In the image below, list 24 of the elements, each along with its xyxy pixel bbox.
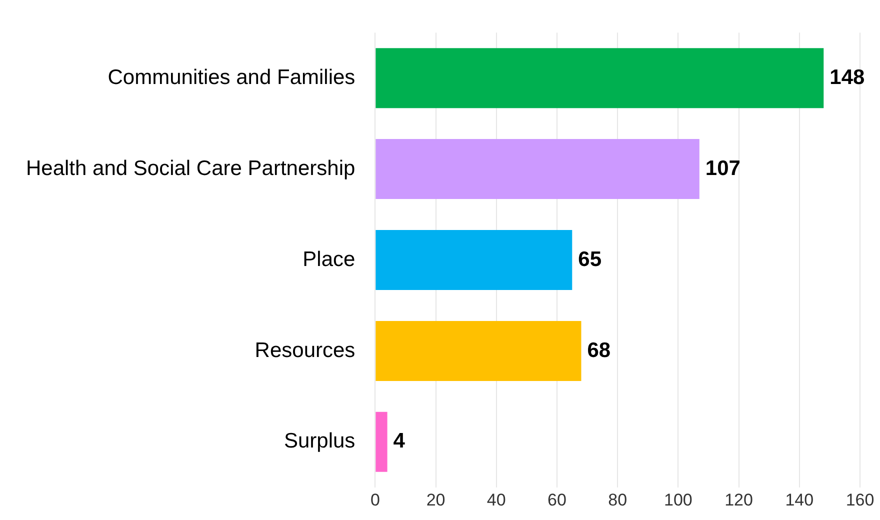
y-tick-label: Place xyxy=(302,248,356,271)
x-tick-label: 40 xyxy=(486,490,506,510)
x-tick-label: 140 xyxy=(785,490,814,510)
bar xyxy=(376,320,582,381)
data-label: 65 xyxy=(578,248,602,271)
data-label: 4 xyxy=(393,430,406,453)
x-tick-label: 160 xyxy=(846,490,874,510)
x-tick-label: 0 xyxy=(370,490,380,510)
bar xyxy=(376,139,700,200)
x-tick-label: 100 xyxy=(664,490,692,510)
x-tick-label: 60 xyxy=(548,490,566,510)
bar xyxy=(376,48,824,108)
data-label: 68 xyxy=(587,338,611,362)
y-tick-label: Health and Social Care Partnership xyxy=(26,156,356,180)
x-tick-label: 20 xyxy=(426,490,446,510)
x-tick-label: 80 xyxy=(608,490,628,510)
data-label: 107 xyxy=(705,156,740,180)
y-tick-label: Communities and Families xyxy=(108,66,356,89)
data-label: 148 xyxy=(830,66,865,89)
bar xyxy=(376,230,572,290)
bar xyxy=(376,412,388,472)
y-tick-label: Surplus xyxy=(284,430,356,453)
y-tick-label: Resources xyxy=(254,338,356,362)
x-tick-label: 120 xyxy=(724,490,753,510)
